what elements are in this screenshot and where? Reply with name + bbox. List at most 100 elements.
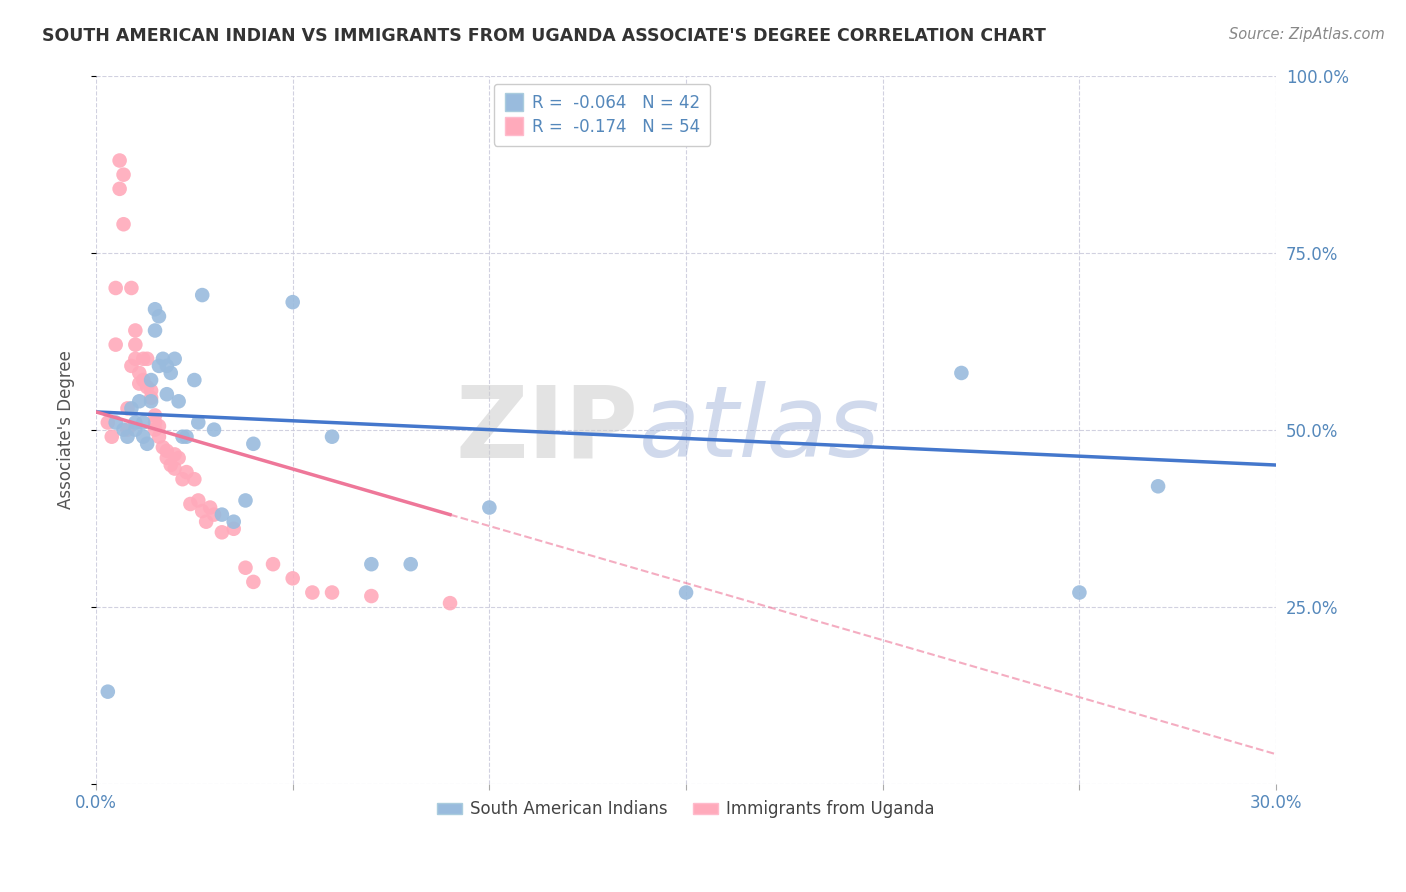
Point bbox=[159, 366, 181, 380]
Point bbox=[191, 288, 214, 302]
Point bbox=[117, 401, 139, 416]
Point bbox=[211, 525, 233, 540]
Point bbox=[139, 384, 162, 398]
Point bbox=[235, 493, 257, 508]
Point bbox=[262, 557, 284, 571]
Point bbox=[124, 423, 146, 437]
Point bbox=[1147, 479, 1170, 493]
Point bbox=[148, 359, 170, 373]
Text: atlas: atlas bbox=[638, 381, 880, 478]
Point bbox=[950, 366, 973, 380]
Point bbox=[128, 366, 150, 380]
Point bbox=[143, 323, 166, 337]
Point bbox=[132, 351, 155, 366]
Point bbox=[136, 437, 159, 451]
Point bbox=[104, 281, 127, 295]
Point bbox=[176, 465, 198, 479]
Point bbox=[183, 373, 205, 387]
Point bbox=[399, 557, 422, 571]
Point bbox=[152, 351, 174, 366]
Point bbox=[172, 430, 194, 444]
Point bbox=[100, 430, 122, 444]
Point bbox=[478, 500, 501, 515]
Point bbox=[211, 508, 233, 522]
Point bbox=[104, 416, 127, 430]
Point bbox=[179, 497, 201, 511]
Point bbox=[195, 515, 218, 529]
Point bbox=[301, 585, 323, 599]
Point bbox=[281, 295, 304, 310]
Point bbox=[167, 394, 190, 409]
Point bbox=[321, 430, 343, 444]
Point bbox=[360, 589, 382, 603]
Point bbox=[139, 373, 162, 387]
Point bbox=[235, 560, 257, 574]
Point bbox=[222, 522, 245, 536]
Point bbox=[202, 423, 225, 437]
Point bbox=[156, 359, 179, 373]
Point bbox=[112, 423, 135, 437]
Point bbox=[148, 430, 170, 444]
Point bbox=[97, 684, 120, 698]
Point bbox=[128, 394, 150, 409]
Point bbox=[143, 302, 166, 317]
Point bbox=[112, 168, 135, 182]
Point bbox=[124, 351, 146, 366]
Point bbox=[136, 380, 159, 394]
Point bbox=[124, 323, 146, 337]
Text: Source: ZipAtlas.com: Source: ZipAtlas.com bbox=[1229, 27, 1385, 42]
Point bbox=[139, 394, 162, 409]
Point bbox=[172, 472, 194, 486]
Point bbox=[156, 443, 179, 458]
Point bbox=[143, 423, 166, 437]
Point bbox=[112, 217, 135, 231]
Point bbox=[143, 416, 166, 430]
Point bbox=[187, 416, 209, 430]
Point bbox=[183, 472, 205, 486]
Point bbox=[675, 585, 697, 599]
Text: ZIP: ZIP bbox=[456, 381, 638, 478]
Point bbox=[321, 585, 343, 599]
Point bbox=[198, 500, 221, 515]
Point bbox=[124, 416, 146, 430]
Point bbox=[156, 387, 179, 401]
Point bbox=[124, 337, 146, 351]
Point bbox=[163, 461, 186, 475]
Point bbox=[1069, 585, 1091, 599]
Point bbox=[148, 310, 170, 324]
Point bbox=[360, 557, 382, 571]
Point bbox=[117, 423, 139, 437]
Point bbox=[132, 373, 155, 387]
Point bbox=[120, 359, 142, 373]
Point bbox=[152, 440, 174, 454]
Point bbox=[156, 450, 179, 465]
Point bbox=[128, 376, 150, 391]
Point bbox=[143, 409, 166, 423]
Point bbox=[136, 351, 159, 366]
Point bbox=[163, 447, 186, 461]
Point bbox=[191, 504, 214, 518]
Point bbox=[148, 419, 170, 434]
Point bbox=[104, 337, 127, 351]
Point bbox=[108, 153, 131, 168]
Point bbox=[97, 416, 120, 430]
Point bbox=[187, 493, 209, 508]
Point bbox=[132, 430, 155, 444]
Point bbox=[139, 391, 162, 405]
Point bbox=[132, 416, 155, 430]
Point bbox=[202, 508, 225, 522]
Point bbox=[117, 430, 139, 444]
Point bbox=[159, 458, 181, 472]
Point bbox=[242, 437, 264, 451]
Point bbox=[176, 430, 198, 444]
Point bbox=[167, 450, 190, 465]
Text: SOUTH AMERICAN INDIAN VS IMMIGRANTS FROM UGANDA ASSOCIATE'S DEGREE CORRELATION C: SOUTH AMERICAN INDIAN VS IMMIGRANTS FROM… bbox=[42, 27, 1046, 45]
Point bbox=[108, 182, 131, 196]
Point bbox=[439, 596, 461, 610]
Point bbox=[120, 401, 142, 416]
Point bbox=[163, 351, 186, 366]
Y-axis label: Associate's Degree: Associate's Degree bbox=[58, 351, 75, 509]
Point bbox=[242, 574, 264, 589]
Legend: South American Indians, Immigrants from Uganda: South American Indians, Immigrants from … bbox=[430, 794, 942, 825]
Point bbox=[120, 281, 142, 295]
